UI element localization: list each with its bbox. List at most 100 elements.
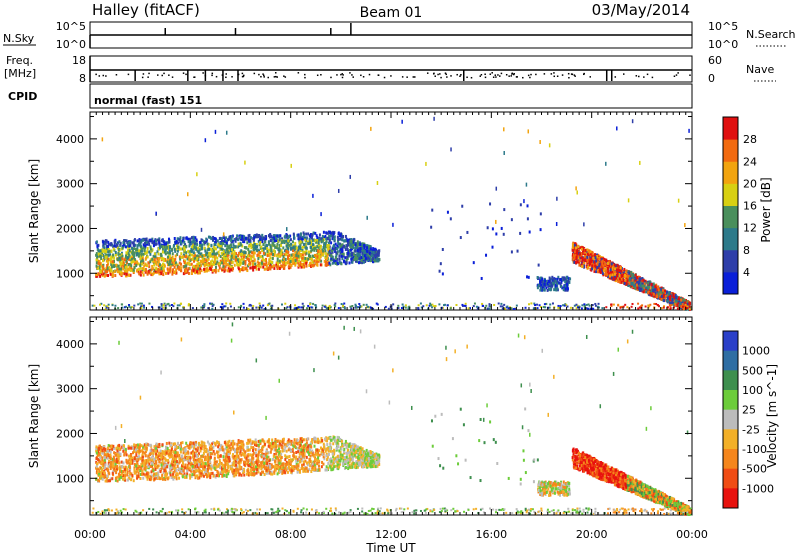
echo-cell — [188, 244, 191, 248]
echo-cell — [203, 254, 206, 258]
echo-cell — [272, 242, 275, 246]
echo-cell — [131, 251, 134, 255]
echo-cell — [334, 242, 337, 246]
echo-cell — [347, 253, 350, 257]
echo-cell — [124, 265, 127, 269]
echo-cell — [440, 306, 443, 309]
echo-cell — [357, 250, 360, 254]
echo-cell — [310, 249, 313, 253]
echo-cell — [334, 249, 337, 253]
echo-cell — [122, 243, 125, 247]
echo-cell — [654, 285, 657, 289]
echo-cell — [299, 235, 302, 239]
echo-cell — [272, 236, 275, 240]
echo-cell — [211, 259, 214, 263]
echo-cell — [228, 237, 231, 241]
echo-cell — [290, 242, 293, 246]
echo-cell — [132, 268, 135, 272]
echo-cell — [142, 243, 145, 247]
echo-cell — [137, 270, 140, 274]
echo-cell — [132, 249, 135, 253]
echo-cell — [627, 284, 630, 288]
echo-cell — [127, 249, 130, 253]
echo-cell — [277, 234, 280, 238]
echo-cell — [543, 282, 546, 286]
echo-cell — [282, 246, 285, 250]
echo-cell — [374, 253, 377, 257]
echo-cell — [632, 281, 635, 285]
echo-cell — [202, 262, 205, 266]
echo-cell — [152, 244, 155, 248]
echo-cell — [196, 254, 199, 258]
echo-cell — [591, 264, 594, 268]
echo-cell — [257, 257, 260, 261]
echo-cell — [344, 256, 347, 260]
echo-cell — [190, 248, 193, 252]
echo-cell — [238, 251, 241, 255]
echo-cell — [626, 279, 629, 283]
echo-cell — [152, 267, 155, 271]
nave-point — [341, 76, 344, 79]
echo-cell — [126, 252, 129, 256]
nave-point — [677, 72, 679, 74]
echo-cell — [683, 305, 686, 309]
echo-cell — [528, 303, 531, 306]
nave-point — [459, 75, 461, 77]
echo-cell — [459, 236, 462, 240]
nave-point — [561, 74, 564, 76]
echo-cell — [573, 304, 576, 307]
echo-cell — [203, 264, 206, 268]
echo-cell — [578, 259, 581, 263]
echo-cell — [328, 304, 331, 307]
nave-point — [426, 72, 429, 74]
nave-point — [215, 75, 218, 78]
echo-cell — [360, 305, 363, 308]
echo-cell — [392, 222, 394, 227]
echo-cell — [544, 279, 547, 283]
echo-cell — [273, 244, 276, 248]
echo-cell — [268, 242, 271, 246]
echo-cell — [166, 260, 169, 264]
echo-cell — [688, 307, 691, 310]
echo-cell — [582, 257, 585, 261]
echo-cell — [557, 304, 560, 307]
echo-cell — [267, 266, 270, 270]
echo-cell — [605, 306, 608, 309]
echo-cell — [540, 288, 543, 292]
echo-cell — [289, 260, 292, 264]
echo-cell — [591, 253, 594, 257]
freq-left-tick-top: 18 — [72, 54, 86, 67]
echo-cell — [669, 301, 672, 305]
echo-cell — [189, 237, 192, 241]
echo-cell — [234, 258, 237, 262]
echo-cell — [584, 258, 587, 262]
echo-cell — [230, 235, 233, 239]
nave-point — [221, 74, 224, 76]
echo-cell — [106, 274, 109, 278]
echo-cell — [310, 264, 313, 268]
echo-cell — [96, 256, 99, 260]
echo-cell — [641, 277, 644, 281]
echo-cell — [145, 251, 148, 255]
echo-cell — [318, 233, 321, 237]
echo-cell — [252, 265, 255, 269]
echo-cell — [107, 240, 110, 244]
echo-cell — [310, 236, 313, 240]
echo-cell — [108, 249, 111, 253]
echo-cell — [558, 306, 561, 309]
echo-cell — [100, 264, 103, 268]
nave-point — [147, 76, 149, 78]
echo-cell — [321, 248, 324, 252]
echo-cell — [618, 280, 621, 284]
echo-cell — [178, 237, 181, 241]
echo-cell — [147, 240, 150, 244]
nave-point — [225, 76, 227, 79]
echo-cell — [560, 285, 563, 289]
echo-cell — [183, 246, 186, 250]
echo-cell — [153, 263, 156, 267]
echo-cell — [260, 255, 263, 259]
echo-cell — [184, 259, 187, 263]
echo-cell — [243, 266, 246, 270]
echo-cell — [670, 292, 673, 296]
echo-cell — [612, 276, 615, 280]
